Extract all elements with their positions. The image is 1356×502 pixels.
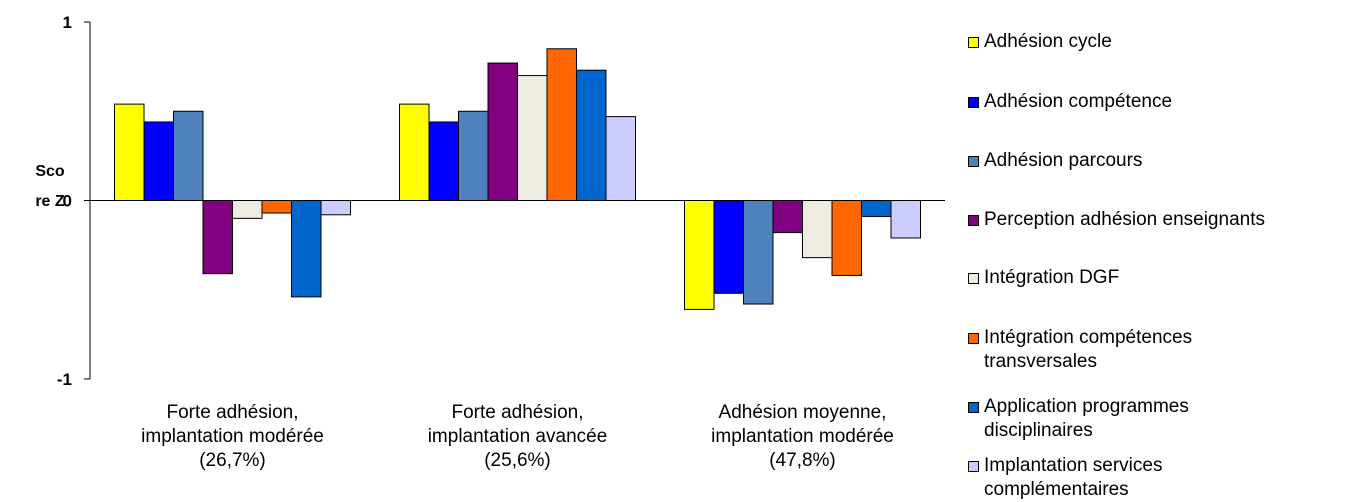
bars-layer bbox=[114, 48, 921, 310]
legend-swatch bbox=[968, 215, 979, 226]
bar-6-cat-2 bbox=[546, 48, 577, 202]
bar-5-cat-1 bbox=[232, 200, 263, 219]
legend-swatch bbox=[968, 273, 979, 284]
legend-label: Adhésion cycle bbox=[984, 31, 1112, 52]
bar-5-cat-2 bbox=[517, 75, 548, 201]
bar-7-cat-2 bbox=[576, 69, 607, 201]
legend-swatch bbox=[968, 97, 979, 108]
x-tick-label: Adhésion moyenne, bbox=[719, 402, 887, 423]
legend-item: Adhésion parcours bbox=[968, 149, 1142, 173]
y-tick-label: -1 bbox=[57, 370, 72, 389]
axes-layer: Forte adhésion, implantation modérée (26,7… bbox=[57, 13, 945, 471]
legend-label: Implantation services complémentaires bbox=[984, 455, 1163, 500]
legend-label: Intégration DGF bbox=[984, 267, 1120, 288]
bar-6-cat-3 bbox=[831, 200, 862, 276]
bar-1-cat-1 bbox=[114, 103, 145, 201]
bar-2-cat-1 bbox=[143, 121, 174, 201]
legend-item: Implantation services complémentaires bbox=[968, 454, 1162, 502]
legend-label: Adhésion compétence bbox=[984, 91, 1173, 112]
y-axis-label-line-1: Sco bbox=[35, 163, 65, 180]
bar-1-cat-3 bbox=[684, 200, 715, 310]
bar-3-cat-2 bbox=[458, 110, 489, 201]
legend-item: Adhésion cycle bbox=[968, 30, 1112, 54]
bar-7-cat-1 bbox=[291, 200, 322, 298]
x-tick-label: implantation modérée bbox=[711, 426, 894, 447]
x-tick-label: (47,8%) bbox=[769, 450, 836, 471]
bar-3-cat-1 bbox=[173, 110, 204, 201]
bar-4-cat-2 bbox=[487, 62, 518, 202]
x-tick-label: Forte adhésion, bbox=[166, 402, 298, 423]
y-tick-label: 0 bbox=[63, 192, 72, 211]
legend-swatch bbox=[968, 402, 979, 413]
legend-label: Application programmes disciplinaires bbox=[984, 396, 1189, 441]
legend-item: Intégration compétences transversales bbox=[968, 326, 1192, 374]
bar-6-cat-1 bbox=[261, 200, 292, 214]
legend-item: Application programmes disciplinaires bbox=[968, 395, 1189, 443]
legend-swatch bbox=[968, 156, 979, 167]
bar-5-cat-3 bbox=[802, 200, 833, 259]
bar-8-cat-1 bbox=[320, 200, 351, 216]
y-tick-label: 1 bbox=[63, 13, 72, 32]
x-tick-label: implantation modérée bbox=[141, 426, 324, 447]
bar-4-cat-3 bbox=[772, 200, 803, 234]
legend-swatch bbox=[968, 461, 979, 472]
x-tick-label: (26,7%) bbox=[199, 450, 266, 471]
bar-4-cat-1 bbox=[202, 200, 233, 275]
bar-3-cat-3 bbox=[743, 200, 774, 305]
bar-7-cat-3 bbox=[861, 200, 892, 218]
x-tick-label: (25,6%) bbox=[484, 450, 551, 471]
bar-8-cat-2 bbox=[605, 116, 636, 201]
legend-label: Perception adhésion enseignants bbox=[984, 209, 1265, 230]
legend-item: Intégration DGF bbox=[968, 266, 1119, 290]
bar-2-cat-3 bbox=[713, 200, 744, 294]
chart: Forte adhésion, implantation modérée (26,7… bbox=[35, 13, 945, 471]
bar-2-cat-2 bbox=[428, 121, 459, 201]
legend: Adhésion cycle Adhésion compétence Adhésio… bbox=[968, 0, 1356, 500]
legend-swatch bbox=[968, 37, 979, 48]
legend-item: Perception adhésion enseignants bbox=[968, 208, 1265, 232]
legend-item: Adhésion compétence bbox=[968, 90, 1172, 114]
x-tick-label: implantation avancée bbox=[428, 426, 608, 447]
legend-swatch bbox=[968, 333, 979, 344]
legend-label: Adhésion parcours bbox=[984, 150, 1143, 171]
bar-1-cat-2 bbox=[399, 103, 430, 201]
x-tick-label: Forte adhésion, bbox=[451, 402, 583, 423]
legend-label: Intégration compétences transversales bbox=[984, 327, 1193, 372]
bar-8-cat-3 bbox=[890, 200, 921, 239]
y-axis-label-line-2: re Z bbox=[35, 193, 65, 210]
